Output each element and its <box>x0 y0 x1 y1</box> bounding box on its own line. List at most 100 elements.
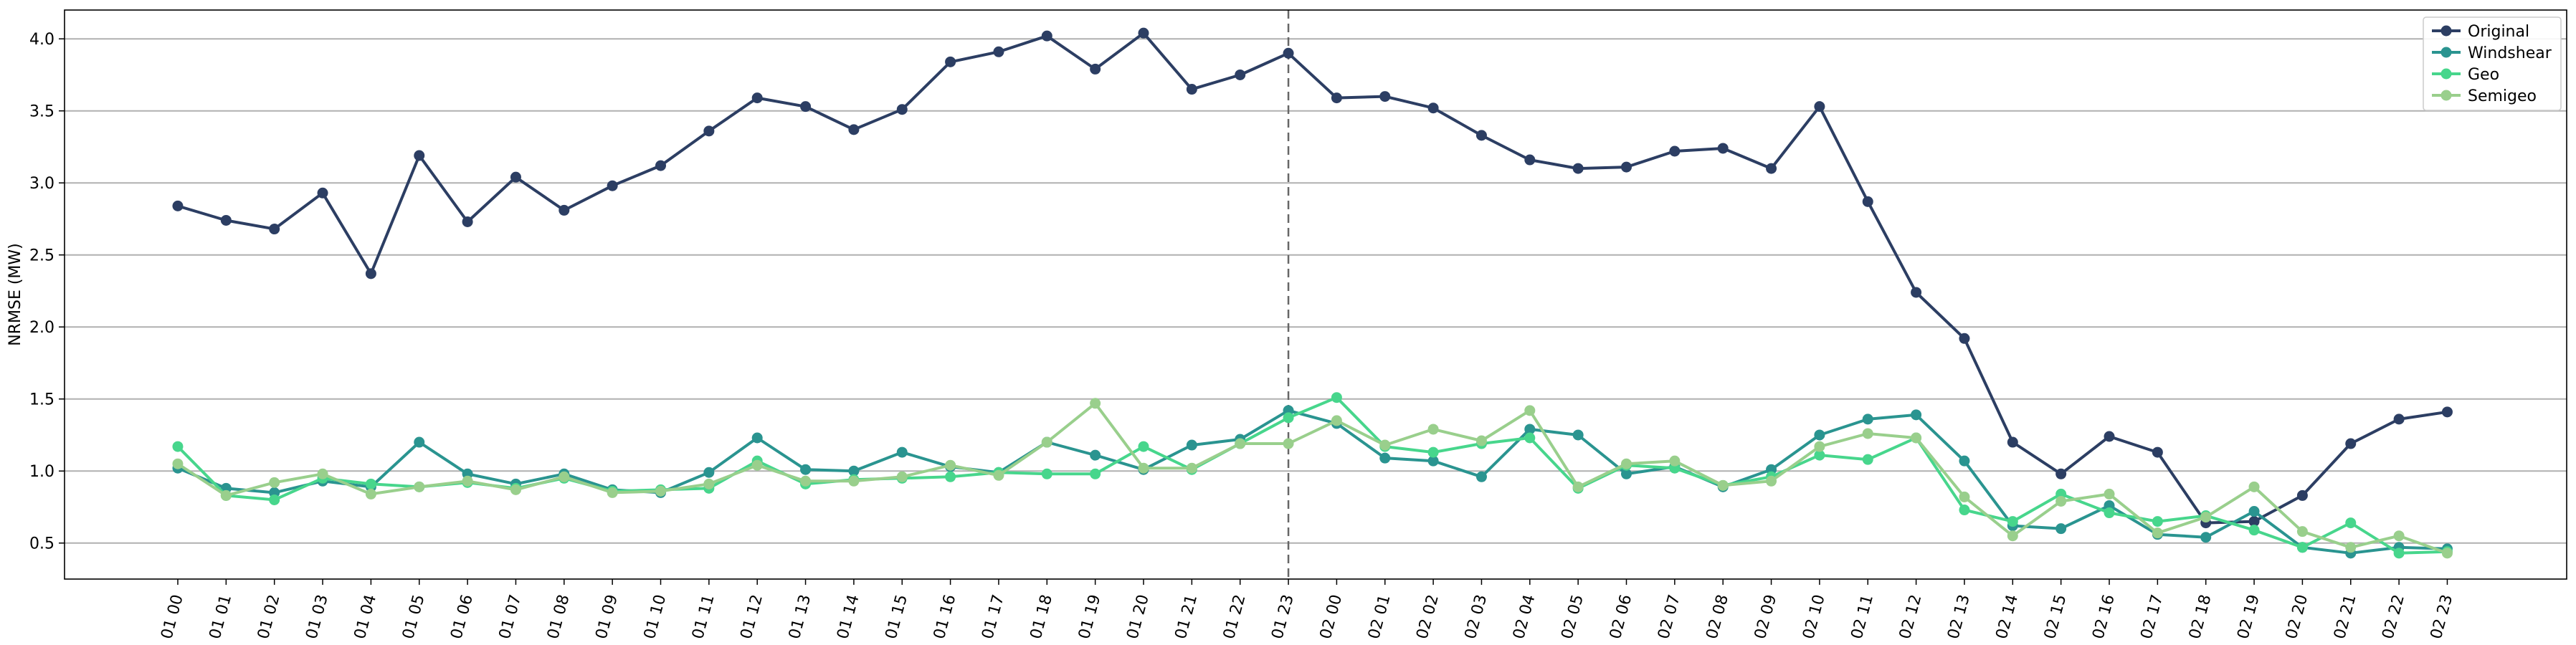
y-tick-label: 2.0 <box>29 319 54 337</box>
data-point-original <box>1911 287 1922 298</box>
data-point-semigeo <box>2441 548 2453 559</box>
data-point-geo <box>945 471 956 482</box>
data-point-geo <box>1427 446 1439 458</box>
x-tick-label: 02 12 <box>1896 593 1925 641</box>
data-point-semigeo <box>1475 435 1487 446</box>
x-tick-label: 02 08 <box>1703 593 1732 641</box>
data-point-semigeo <box>945 459 956 471</box>
data-point-geo <box>1041 468 1052 479</box>
data-point-original <box>317 187 328 199</box>
data-point-semigeo <box>1041 436 1052 448</box>
y-axis-ticks: 0.5 1.0 1.5 2.0 2.5 3.0 3.5 4.0 <box>29 31 65 553</box>
data-point-original <box>1475 130 1487 141</box>
data-point-original <box>2007 436 2018 448</box>
data-point-semigeo <box>655 485 666 497</box>
x-tick-label: 02 11 <box>1848 593 1877 641</box>
data-point-original <box>1814 101 1825 113</box>
data-point-original <box>414 150 425 161</box>
data-point-semigeo <box>1235 438 1246 449</box>
data-point-geo <box>1959 505 1970 516</box>
data-point-original <box>1959 333 1970 344</box>
data-point-semigeo <box>2152 527 2163 539</box>
data-point-semigeo <box>2296 526 2308 538</box>
data-point-original <box>365 268 376 280</box>
x-tick-label: 01 06 <box>447 593 476 641</box>
data-point-original <box>1379 91 1391 102</box>
y-tick-label: 1.0 <box>29 463 54 481</box>
data-point-geo <box>2248 525 2260 536</box>
data-point-semigeo <box>896 471 908 482</box>
y-tick-label: 2.5 <box>29 247 54 265</box>
data-point-original <box>1717 143 1729 154</box>
legend-marker <box>2440 68 2452 80</box>
data-point-original <box>2152 446 2163 458</box>
data-point-windshear <box>2200 532 2212 543</box>
data-point-original <box>1524 154 1536 166</box>
data-point-windshear <box>1959 455 1970 467</box>
x-tick-label: 01 10 <box>641 593 670 641</box>
data-point-semigeo <box>2055 495 2067 507</box>
data-point-original <box>2393 414 2405 425</box>
data-point-semigeo <box>1911 432 1922 444</box>
data-point-original <box>945 56 956 67</box>
x-axis-ticks: 01 00 01 01 01 02 01 03 01 04 01 05 01 06 01 07… <box>158 579 2456 641</box>
y-gridlines <box>65 38 2567 544</box>
data-point-semigeo <box>414 481 425 492</box>
data-point-semigeo <box>1090 398 1101 409</box>
data-point-original <box>1138 27 1149 39</box>
data-point-semigeo <box>2104 488 2115 500</box>
data-point-original <box>1283 47 1294 59</box>
data-point-semigeo <box>2200 512 2212 523</box>
x-tick-label: 02 21 <box>2331 593 2359 641</box>
legend-marker <box>2440 47 2452 58</box>
data-point-original <box>1427 102 1439 114</box>
data-point-original <box>269 224 280 235</box>
data-point-original <box>2055 468 2067 479</box>
data-point-semigeo <box>703 478 715 489</box>
data-point-geo <box>1524 432 1536 444</box>
data-point-semigeo <box>1717 479 1729 491</box>
data-point-semigeo <box>1283 438 1294 449</box>
data-point-geo <box>2104 507 2115 519</box>
data-point-geo <box>365 478 376 489</box>
data-point-original <box>1572 163 1584 174</box>
x-tick-label: 01 05 <box>399 593 428 641</box>
data-point-original <box>1621 161 1632 173</box>
data-point-windshear <box>1814 429 1825 441</box>
y-tick-label: 3.0 <box>29 175 54 193</box>
data-point-semigeo <box>559 471 570 482</box>
x-tick-label: 02 14 <box>1993 593 2022 641</box>
data-point-semigeo <box>2007 530 2018 542</box>
data-point-original <box>2296 489 2308 501</box>
data-point-original <box>510 171 521 183</box>
data-point-geo <box>172 441 184 452</box>
series-group <box>172 27 2453 559</box>
x-tick-label: 01 03 <box>303 593 331 641</box>
data-point-original <box>1090 63 1101 75</box>
y-tick-label: 1.5 <box>29 391 54 409</box>
data-point-original <box>993 46 1004 57</box>
series-line-original <box>177 32 2448 525</box>
data-point-semigeo <box>993 469 1004 481</box>
data-point-semigeo <box>2345 542 2357 553</box>
data-point-semigeo <box>2248 481 2260 492</box>
legend-label: Semigeo <box>2468 87 2537 105</box>
x-tick-label: 01 23 <box>1268 593 1297 641</box>
x-tick-label: 02 19 <box>2234 593 2263 641</box>
data-point-windshear <box>848 465 860 477</box>
data-point-original <box>2248 516 2260 527</box>
data-point-semigeo <box>1572 481 1584 492</box>
data-point-semigeo <box>220 489 232 501</box>
data-point-semigeo <box>2393 530 2405 542</box>
data-point-semigeo <box>1138 462 1149 474</box>
data-point-windshear <box>800 464 812 475</box>
data-point-semigeo <box>848 475 860 487</box>
x-tick-label: 01 17 <box>979 593 1007 641</box>
data-point-geo <box>1138 441 1149 452</box>
data-point-original <box>800 101 812 113</box>
x-tick-label: 01 01 <box>206 593 235 641</box>
data-point-semigeo <box>172 458 184 469</box>
x-tick-label: 01 20 <box>1123 593 1152 641</box>
data-point-original <box>1041 30 1052 42</box>
plot-background <box>65 10 2567 579</box>
